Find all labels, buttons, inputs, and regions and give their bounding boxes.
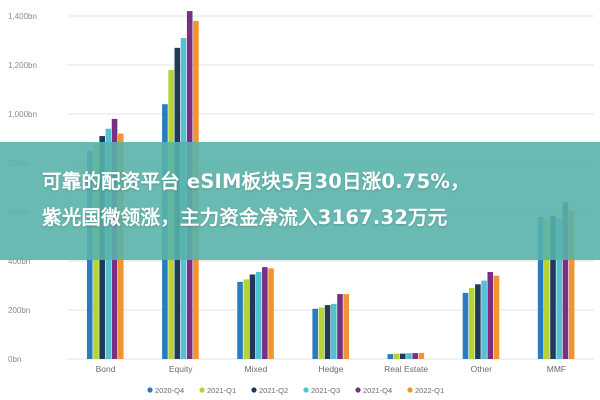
legend-label: 2021-Q4 [363,386,392,395]
y-tick-label: 400bn [8,257,30,266]
bar [412,353,418,359]
legend-marker [303,387,309,393]
bar [493,275,500,359]
bar [568,210,575,359]
legend-marker [147,387,153,393]
x-category-label: Equity [169,364,193,374]
x-axis-categories: Bond Equity Mixed Hedge Real Estate Other MMF [96,364,566,374]
bar [268,268,274,359]
legend-marker [199,387,205,393]
bar [393,353,400,359]
bar [343,294,349,359]
headline-line-2: 紫光国微领涨，主力资金净流入3167.32万元 [42,206,448,229]
legend-marker [407,387,413,393]
bar [331,303,337,359]
headline-line-1: 可靠的配资平台 eSIM板块5月30日涨0.75%， [42,170,470,193]
bar [418,352,425,359]
x-category-label: Other [471,364,492,374]
bar [475,284,481,359]
legend-marker [355,387,361,393]
legend: 2020-Q4 2021-Q1 2021-Q2 2021-Q3 2021-Q4 2022-… [147,386,444,395]
bar [406,353,412,359]
bar [544,219,550,359]
headline-banner: 可靠的配资平台 eSIM板块5月30日涨0.75%， 紫光国微领涨，主力资金净流… [0,142,600,260]
bar [243,279,250,359]
legend-label: 2022-Q1 [415,386,444,395]
bar [337,294,343,359]
x-category-label: Mixed [245,364,268,374]
legend-label: 2021-Q2 [259,386,288,395]
bar [387,354,394,359]
y-tick-label: 1,400bn [8,12,37,21]
legend-label: 2021-Q1 [207,386,236,395]
bar [262,267,268,359]
y-tick-label: 1,200bn [8,61,37,70]
bar [324,305,331,359]
legend-label: 2020-Q4 [155,386,184,395]
y-tick-label: 200bn [8,306,30,315]
bar [562,202,569,359]
legend-marker [251,387,257,393]
bar [468,287,475,359]
bar [487,272,494,359]
y-tick-label: 0bn [8,355,21,364]
bar [249,274,256,359]
bar [481,280,487,359]
legend-label: 2021-Q3 [311,386,340,395]
x-category-label: Hedge [318,364,343,374]
y-tick-label: 1,000bn [8,110,37,119]
x-category-label: Real Estate [384,364,428,374]
x-category-label: MMF [547,364,566,374]
bar [255,272,262,359]
bar [237,281,243,359]
bar [312,308,318,359]
bar [318,307,325,359]
x-category-label: Bond [96,364,116,374]
bar [537,216,544,359]
bar [462,292,469,359]
bar [399,353,406,359]
bar [556,218,563,359]
bar [550,215,556,359]
